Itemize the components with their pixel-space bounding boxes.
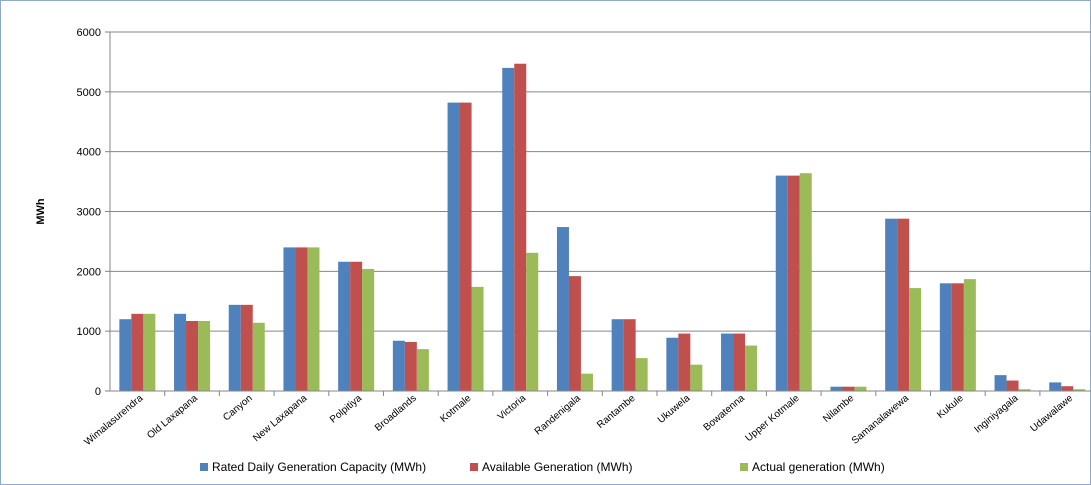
x-tick-label: Samanalawewa [850,393,911,447]
bar-3 [745,345,758,391]
bar-3 [1018,389,1031,391]
x-tick-label: Inginiyagala [973,393,1021,436]
y-tick-label: 0 [95,386,101,398]
bar-3 [854,386,867,391]
bar-1 [502,67,515,392]
legend-label: Actual generation (MWh) [752,460,885,474]
bar-2 [842,386,855,391]
bar-1 [885,218,898,391]
bar-2 [951,283,964,391]
bar-1 [994,375,1007,391]
x-tick-label: Wimalasurendra [82,393,145,449]
bar-3 [635,358,648,391]
bar-3 [799,173,812,391]
y-axis-ticks: 0 1000 2000 3000 4000 5000 6000 [77,27,110,398]
bar-3 [307,247,320,391]
bar-3 [1073,389,1086,391]
bar-3 [963,279,976,391]
bar-2 [1006,380,1019,391]
bar-3 [580,373,593,391]
bar-3 [198,320,211,391]
x-tick-label: Victoria [496,393,529,423]
bar-2 [787,175,800,391]
x-tick-label: Nilambe [821,393,857,425]
bar-1 [119,319,132,391]
bar-3 [690,364,703,391]
y-tick-label: 2000 [77,266,101,278]
bar-1 [611,319,624,391]
bar-2 [295,247,308,391]
x-tick-label: Old Laxapana [145,393,200,442]
bar-2 [459,102,472,391]
bar-1 [1049,382,1062,391]
bar-3 [143,313,156,391]
bar-2 [350,261,363,391]
x-tick-label: Kukule [935,393,966,421]
bar-3 [252,322,265,391]
legend: Rated Daily Generation Capacity (MWh) Ava… [200,460,885,474]
x-tick-label: New Laxapana [251,393,310,445]
y-tick-label: 3000 [77,207,101,219]
bar-2 [623,319,636,391]
bar-2 [568,276,581,391]
bar-1 [447,102,460,391]
legend-swatch [200,463,208,471]
bar-2 [131,313,144,391]
grid-lines [110,31,1091,332]
legend-swatch [470,463,478,471]
bar-2 [733,333,746,391]
y-tick-label: 6000 [77,27,101,39]
y-tick-label: 1000 [77,326,101,338]
x-tick-label: Rantambe [595,393,638,431]
bar-1 [283,247,296,391]
bar-1 [721,333,734,391]
bar-1 [338,261,351,391]
legend-label: Rated Daily Generation Capacity (MWh) [212,460,426,474]
y-tick-label: 5000 [77,87,101,99]
bar-1 [556,227,569,391]
bar-1 [666,337,679,391]
bar-3 [362,268,375,391]
bar-2 [404,341,417,391]
x-tick-label: Bowatenna [702,393,748,434]
axes [109,32,1091,396]
bar-3 [526,252,539,391]
bar-2 [186,320,199,391]
bar-3 [471,286,484,391]
bar-1 [830,386,843,391]
bar-1 [228,304,241,391]
x-tick-label: Canyon [221,393,254,424]
bar-1 [392,340,405,391]
bar-2 [678,333,691,391]
x-tick-label: Randenigala [533,393,583,438]
bar-1 [775,175,788,391]
bar-2 [1061,386,1074,391]
legend-swatch [740,463,748,471]
bars [119,63,1086,392]
bar-2 [514,63,527,391]
legend-label: Available Generation (MWh) [482,460,633,474]
bar-3 [909,288,922,391]
y-tick-label: 4000 [77,147,101,159]
bar-3 [416,349,429,391]
bar-1 [174,313,187,391]
x-tick-label: Ukuwela [656,393,693,426]
x-tick-label: Polpitiya [328,393,364,426]
bar-2 [897,218,910,391]
bar-2 [240,304,253,391]
x-tick-label: Udawalawe [1029,393,1076,435]
y-axis-label: MWh [35,198,47,225]
x-tick-label: Kotmale [438,393,474,425]
bar-1 [939,283,952,391]
x-tick-label: Broadlands [373,393,419,434]
x-tick-label: Upper Kotmale [744,393,803,445]
